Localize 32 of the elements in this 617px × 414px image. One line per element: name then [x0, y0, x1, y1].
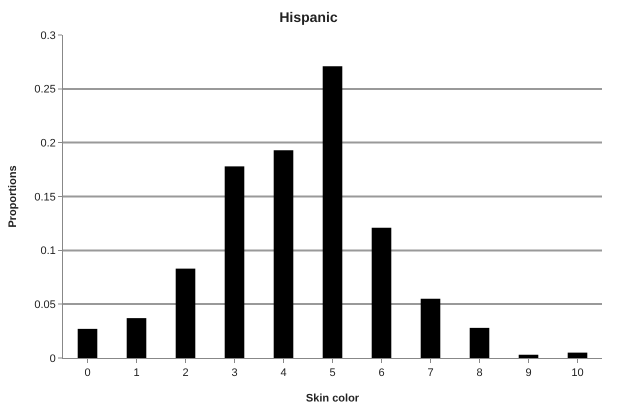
y-tick-label: 0.2	[40, 138, 56, 150]
x-axis-title: Skin color	[306, 392, 360, 404]
x-tick-label: 10	[571, 367, 584, 380]
bar	[274, 150, 294, 358]
x-tick-label: 5	[329, 367, 336, 380]
y-tick-label: 0.15	[34, 191, 56, 204]
bar	[470, 328, 490, 358]
x-tick-label: 9	[525, 367, 532, 380]
x-tick-label: 3	[231, 367, 238, 380]
y-axis-title: Proportions	[7, 165, 20, 228]
bar	[224, 166, 244, 358]
bar	[78, 328, 98, 358]
y-tick-label: 0.3	[40, 30, 56, 42]
y-tick-label: 0.25	[34, 84, 56, 96]
x-tick-label: 1	[133, 367, 140, 380]
x-tick-label: 4	[280, 367, 287, 380]
bar	[176, 268, 196, 358]
bar	[568, 352, 588, 358]
y-tick-label: 0.1	[40, 245, 56, 258]
bar	[420, 298, 440, 358]
y-tick-label: 0	[50, 352, 56, 365]
x-tick-label: 7	[427, 367, 434, 380]
bar	[322, 66, 342, 358]
y-tick-label: 0.05	[34, 299, 56, 312]
bar	[126, 318, 146, 358]
x-tick-label: 8	[476, 367, 483, 380]
bar	[518, 354, 538, 358]
x-tick-label: 2	[182, 367, 189, 380]
x-tick-label: 6	[378, 367, 385, 380]
x-tick-label: 0	[84, 367, 91, 380]
bar	[372, 228, 392, 358]
chart-title: Hispanic	[279, 9, 338, 26]
